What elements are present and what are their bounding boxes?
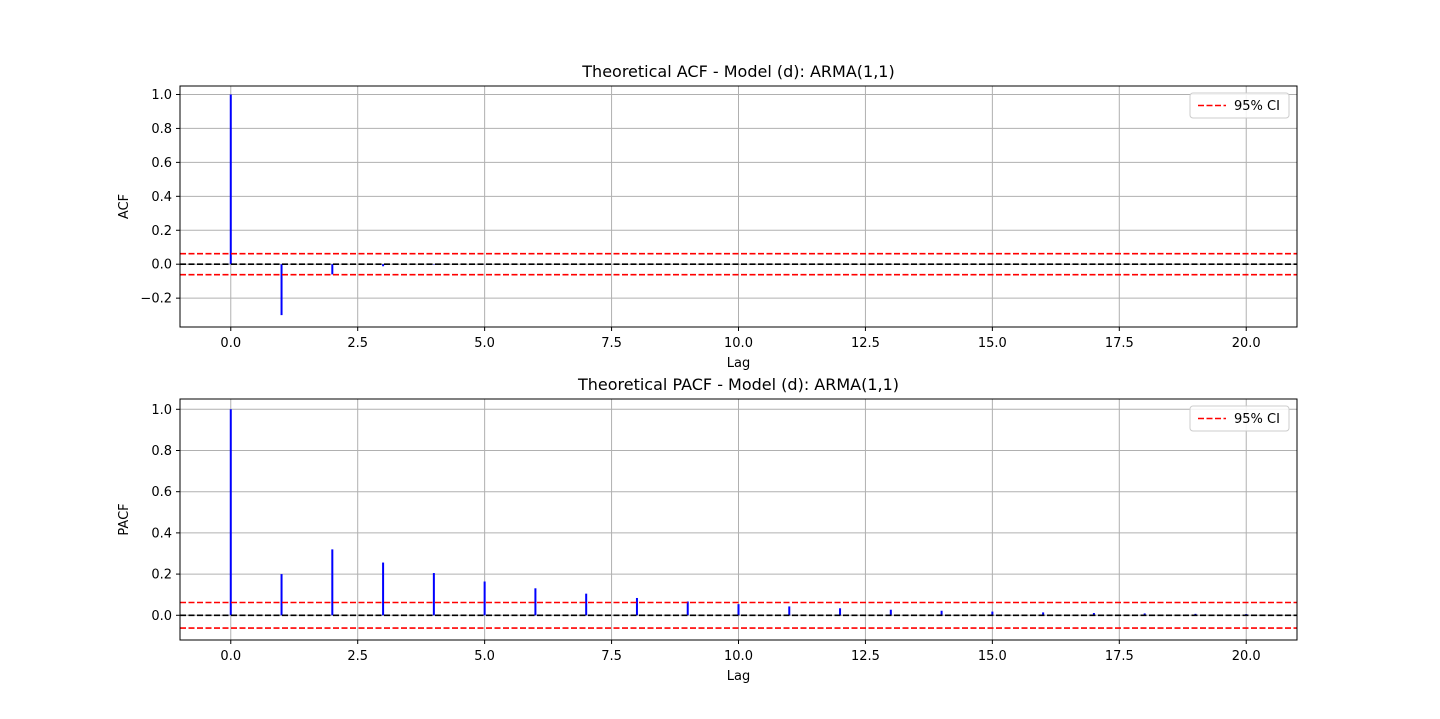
acf-legend-box — [1189, 92, 1290, 119]
acf-legend-label: 95% CI — [1234, 99, 1280, 114]
pacf-chart-title: Theoretical PACF - Model (d): ARMA(1,1) — [577, 375, 899, 394]
pacf-xtick-label: 2.5 — [347, 649, 368, 664]
pacf-x-axis-label: Lag — [727, 669, 750, 684]
pacf-chart: 0.0 2.5 5.0 7.5 10.0 12.5 15.0 17.5 20.0 0.0 0.2 0.… — [117, 375, 1298, 684]
acf-xtick-label: 10.0 — [724, 336, 753, 351]
pacf-ytick-label: 1.0 — [151, 403, 172, 418]
pacf-xtick-label: 12.5 — [851, 649, 880, 664]
acf-ytick-label: 0.6 — [151, 156, 172, 171]
pacf-xtick-label: 17.5 — [1105, 649, 1134, 664]
acf-y-axis-label: ACF — [117, 194, 132, 219]
pacf-ytick-label: 0.2 — [151, 568, 172, 583]
pacf-xtick-label: 0.0 — [220, 649, 241, 664]
pacf-xtick-label: 10.0 — [724, 649, 753, 664]
pacf-ytick-label: 0.0 — [151, 609, 172, 624]
acf-ytick-label: 1.0 — [151, 88, 172, 103]
pacf-xtick-label: 7.5 — [601, 649, 622, 664]
pacf-xtick-label: 15.0 — [978, 649, 1007, 664]
acf-xtick-label: 5.0 — [474, 336, 495, 351]
acf-chart: 0.0 2.5 5.0 7.5 10.0 12.5 15.0 17.5 20.0 −0.2 0.0 0… — [117, 62, 1298, 371]
pacf-legend-label: 95% CI — [1234, 412, 1280, 427]
acf-xtick-label: 20.0 — [1232, 336, 1261, 351]
pacf-y-axis-label: PACF — [117, 503, 132, 535]
pacf-ytick-label: 0.6 — [151, 485, 172, 500]
acf-ytick-label: 0.2 — [151, 224, 172, 239]
pacf-ytick-label: 0.8 — [151, 444, 172, 459]
pacf-xtick-label: 5.0 — [474, 649, 495, 664]
acf-xtick-label: 12.5 — [851, 336, 880, 351]
acf-chart-title: Theoretical ACF - Model (d): ARMA(1,1) — [581, 62, 894, 81]
acf-ytick-label: 0.4 — [151, 190, 172, 205]
acf-xtick-label: 17.5 — [1105, 336, 1134, 351]
pacf-legend: 95% CI — [1189, 405, 1290, 432]
pacf-ytick-label: 0.4 — [151, 526, 172, 541]
acf-legend: 95% CI — [1189, 92, 1290, 119]
acf-xtick-label: 2.5 — [347, 336, 368, 351]
acf-ytick-label: 0.0 — [151, 258, 172, 273]
acf-x-axis-label: Lag — [727, 356, 750, 371]
acf-xtick-label: 0.0 — [220, 336, 241, 351]
acf-xtick-label: 15.0 — [978, 336, 1007, 351]
acf-xtick-label: 7.5 — [601, 336, 622, 351]
pacf-legend-box — [1189, 405, 1290, 432]
acf-ytick-label: 0.8 — [151, 122, 172, 137]
pacf-xtick-label: 20.0 — [1232, 649, 1261, 664]
acf-ytick-label: −0.2 — [140, 292, 172, 307]
